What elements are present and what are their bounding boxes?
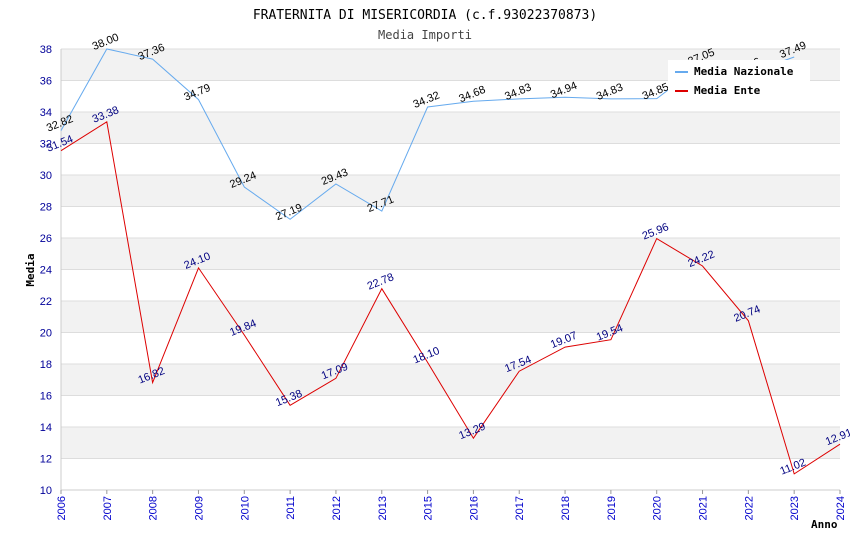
grid-band	[61, 364, 840, 396]
grid-band	[61, 427, 840, 459]
chart-subtitle: Media Importi	[378, 28, 472, 42]
x-tick-label: 2012	[331, 496, 343, 520]
grid-band	[61, 301, 840, 333]
y-axis-label: Media	[24, 253, 37, 286]
x-tick-label: 2015	[423, 496, 435, 520]
x-tick-label: 2021	[698, 496, 710, 520]
x-tick-label: 2006	[56, 496, 68, 520]
x-tick-label: 2019	[606, 496, 618, 520]
y-tick-label: 28	[40, 202, 52, 214]
x-axis: 2006 2007 2008 2009 2010 2011 2012 2013 2015 2016…	[56, 490, 847, 520]
y-tick-label: 32	[40, 139, 52, 151]
y-tick-label: 14	[40, 422, 52, 434]
x-tick-label: 2024	[835, 496, 847, 520]
x-tick-label: 2017	[514, 496, 526, 520]
legend-box	[668, 60, 810, 100]
y-tick-label: 18	[40, 359, 52, 371]
legend-label-nazionale: Media Nazionale	[694, 65, 794, 78]
x-tick-label: 2009	[193, 496, 205, 520]
x-tick-label: 2023	[789, 496, 801, 520]
x-tick-label: 2020	[652, 496, 664, 520]
y-tick-label: 16	[40, 391, 52, 403]
x-axis-label: Anno	[811, 518, 838, 531]
grid-band	[61, 238, 840, 270]
x-tick-label: 2008	[148, 496, 160, 520]
x-tick-label: 2022	[743, 496, 755, 520]
y-tick-label: 38	[40, 44, 52, 56]
y-tick-label: 12	[40, 454, 52, 466]
x-tick-label: 2010	[239, 496, 251, 520]
y-tick-label: 24	[40, 265, 52, 277]
series-line-ente	[60, 120, 841, 475]
y-axis: 10 12 14 16 18 20 22 24 26 28 30 32 34 36 38	[40, 44, 52, 497]
y-tick-label: 30	[40, 170, 52, 182]
grid-band	[61, 112, 840, 144]
y-tick-label: 36	[40, 76, 52, 88]
x-tick-label: 2018	[560, 496, 572, 520]
legend-label-ente: Media Ente	[694, 84, 761, 97]
grid-band	[61, 175, 840, 207]
y-tick-label: 20	[40, 328, 52, 340]
chart-title: FRATERNITA DI MISERICORDIA (c.f.93022370…	[253, 8, 597, 23]
x-tick-label: 2011	[285, 496, 297, 520]
y-tick-label: 26	[40, 233, 52, 245]
y-tick-label: 34	[40, 107, 52, 119]
x-tick-label: 2013	[377, 496, 389, 520]
y-tick-label: 22	[40, 296, 52, 308]
x-tick-label: 2016	[468, 496, 480, 520]
legend: Media Nazionale Media Ente	[668, 60, 810, 100]
x-tick-label: 2007	[102, 496, 114, 520]
y-tick-label: 10	[40, 485, 52, 497]
